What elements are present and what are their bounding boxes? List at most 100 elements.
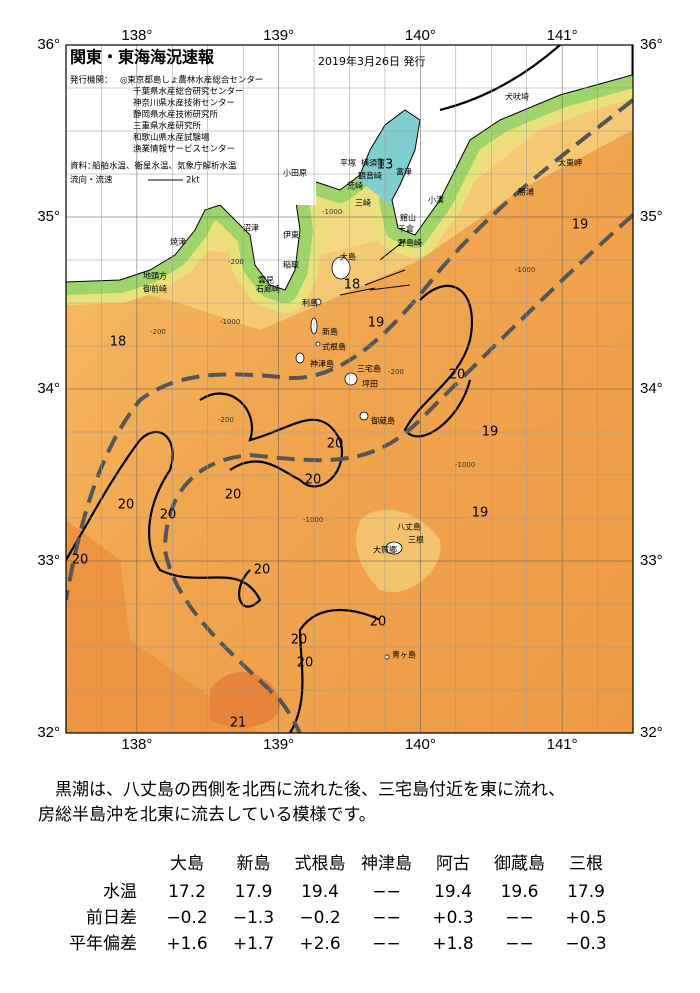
table-cell: −0.2 — [166, 908, 207, 928]
lon-label-top: 140° — [405, 27, 436, 44]
isotherm-label: 13 — [377, 158, 394, 173]
table-cell: −0.2 — [299, 908, 340, 928]
lon-label-top: 141° — [547, 27, 578, 44]
depth-label: -1000 — [220, 318, 240, 326]
isotherm — [289, 608, 381, 733]
isotherm-label: 19 — [368, 316, 385, 331]
table-cell: −− — [372, 908, 401, 928]
axis-labels: 138° 138° 139° 139° 140° 140° 141° 141° 36° 36° 35… — [37, 27, 662, 753]
island — [384, 654, 390, 660]
place-label: 式根島 — [322, 342, 346, 352]
lat-label-right: 36° — [640, 36, 663, 53]
issuer: ◎東京都島しょ農林水産総合センター — [120, 75, 263, 86]
table-header: 大島 — [170, 854, 204, 874]
place-label: 焼津 — [170, 237, 186, 247]
table-cell: 19.4 — [301, 882, 339, 902]
place-label: 地頭方 — [143, 271, 167, 281]
place-label: 野島崎 — [398, 238, 422, 248]
place-label: 青ヶ島 — [392, 650, 416, 660]
isotherm-label: 18 — [344, 278, 361, 293]
warm-water — [66, 520, 260, 733]
isotherm-label: 20 — [370, 615, 387, 630]
table-cell: +2.6 — [299, 934, 340, 954]
row-label: 前日差 — [86, 908, 137, 928]
place-label: 千倉 — [398, 224, 414, 234]
place-label: 稲取 — [283, 260, 299, 270]
table-cell: +0.3 — [432, 908, 473, 928]
row-label: 水温 — [103, 882, 137, 902]
lon-label-bottom: 140° — [405, 736, 436, 753]
place-label: 御蔵島 — [371, 416, 395, 426]
depth-label: -1000 — [455, 461, 475, 469]
depth-label: -200 — [228, 258, 244, 266]
place-label: 館山 — [400, 213, 416, 223]
legend-box — [66, 45, 316, 205]
lat-label-left: 32° — [37, 724, 60, 741]
issuer: 三重県水産研究所 — [133, 121, 202, 132]
lat-label-right: 32° — [640, 724, 663, 741]
table-header: 神津島 — [361, 854, 412, 874]
isotherm-lines — [66, 45, 561, 733]
island — [344, 372, 358, 386]
isotherm-label: 20 — [449, 368, 466, 383]
current-arrow — [369, 284, 411, 291]
place-label: 太東岬 — [558, 158, 582, 168]
place-label: 三根 — [408, 535, 424, 545]
lat-label-right: 35° — [640, 208, 663, 225]
table-cell: 19.4 — [434, 882, 472, 902]
table-cell: −0.3 — [565, 934, 606, 954]
lon-label-bottom: 139° — [263, 736, 294, 753]
issuers-label: 発行機関： — [70, 75, 113, 86]
table-cell: 17.9 — [567, 882, 605, 902]
place-label: 観音崎 — [358, 171, 382, 181]
current-arrow — [379, 239, 406, 261]
islands — [295, 256, 403, 660]
isotherm — [439, 45, 561, 112]
lat-label-left: 34° — [37, 380, 60, 397]
isotherm — [66, 430, 262, 608]
place-label: 雲見 — [258, 276, 274, 285]
place-label: 荒崎 — [347, 181, 363, 191]
depth-label: -1000 — [322, 208, 342, 216]
isotherm — [403, 284, 473, 438]
place-label: 神津島 — [310, 359, 334, 369]
depth-label: -200 — [150, 328, 166, 336]
issuer: 漁業情報サービスセンター — [133, 144, 235, 155]
island — [295, 352, 305, 364]
kuroshio-edge — [66, 98, 633, 601]
isotherm-label: 20 — [160, 508, 177, 523]
sources: 船舶水温、衛星水温、気象庁解析水温 — [92, 161, 237, 172]
isotherm-label: 20 — [118, 498, 135, 513]
description: 黒潮は、八丈島の西側を北西に流れた後、三宅島付近を東に流れ、房総半島沖を北東に流… — [38, 780, 565, 825]
lon-label-bottom: 141° — [547, 736, 578, 753]
lat-label-left: 33° — [37, 552, 60, 569]
isotherm-label: 20 — [72, 553, 89, 568]
place-label: 八丈島 — [397, 522, 421, 532]
place-label: 三崎 — [355, 198, 371, 208]
place-label: 坪田 — [362, 380, 378, 389]
isotherm-label: 19 — [472, 506, 489, 521]
map-title: 関東・東海海況速報 — [70, 48, 215, 67]
issuer: 千葉県水産総合研究センター — [133, 86, 244, 97]
lat-label-left: 35° — [37, 208, 60, 225]
place-label: 小湊 — [428, 195, 444, 205]
table-cell: −1.3 — [233, 908, 274, 928]
place-label: 三宅島 — [357, 364, 381, 374]
kuroshio-edge — [162, 213, 633, 733]
place-label: 犬吠埼 — [505, 92, 529, 102]
lat-label-right: 33° — [640, 552, 663, 569]
table-cell: 17.2 — [168, 882, 206, 902]
lon-label-top: 138° — [121, 27, 152, 44]
lon-label-bottom: 138° — [121, 736, 152, 753]
table-header: 三根 — [569, 854, 603, 874]
kuroshio-axis — [66, 98, 633, 733]
description-line: 房総半島沖を北東に流去している模様です。 — [38, 805, 376, 825]
place-label: 利島 — [302, 298, 318, 308]
place-label: 平塚 — [340, 159, 356, 168]
island — [314, 298, 322, 306]
map-frame — [65, 44, 634, 734]
issuer: 静岡県水産技術研究所 — [133, 109, 219, 120]
table-header: 式根島 — [295, 854, 346, 874]
island — [359, 411, 369, 421]
issuer: 和歌山県水産試験場 — [133, 132, 210, 143]
